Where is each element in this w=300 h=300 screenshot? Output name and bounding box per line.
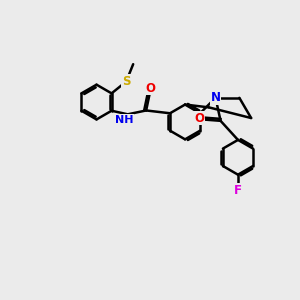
Text: O: O [146,82,155,94]
Text: S: S [122,75,130,88]
Text: N: N [211,91,220,104]
Text: F: F [234,184,242,196]
Text: O: O [194,112,204,124]
Text: NH: NH [115,115,134,125]
